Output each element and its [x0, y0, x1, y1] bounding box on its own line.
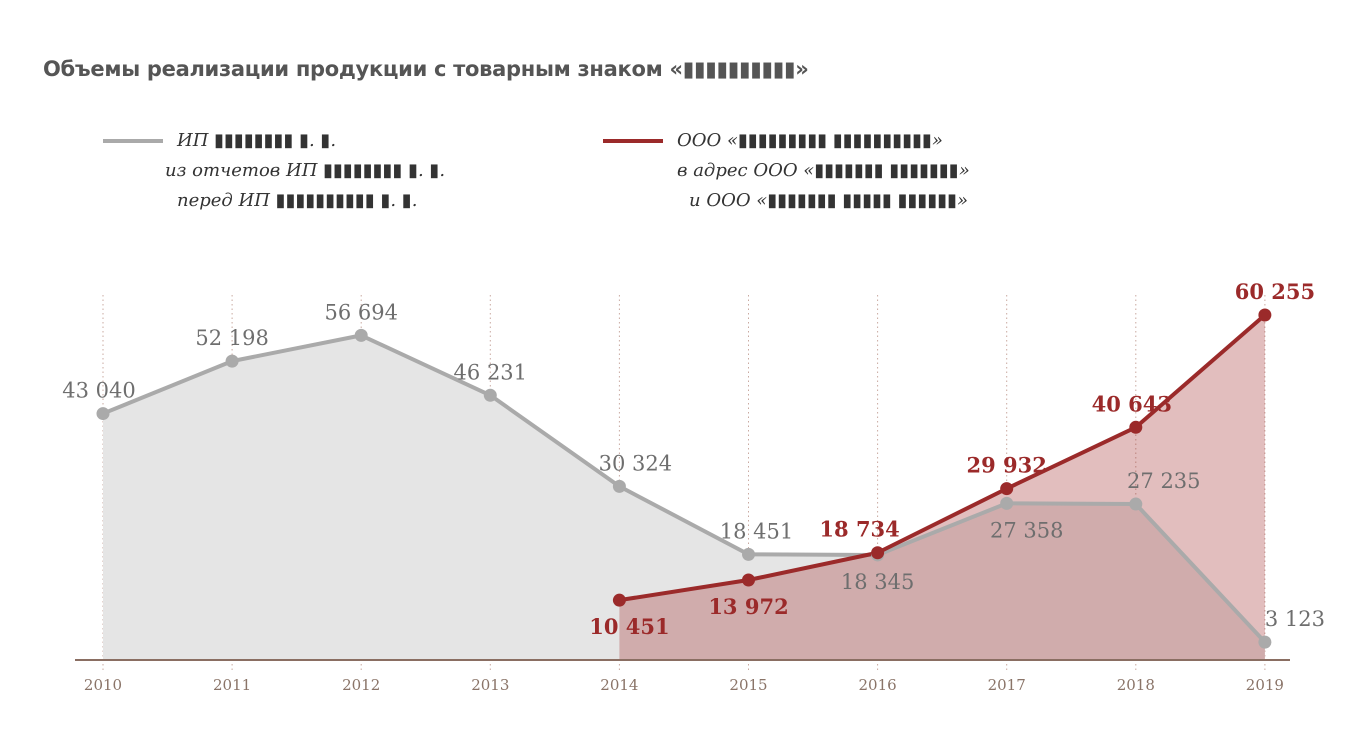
series-1-point-2018 [1129, 497, 1143, 511]
series-1-data-label: 18 345 [841, 570, 914, 594]
x-tick-label: 2014 [600, 676, 638, 694]
series-1-data-label: 52 198 [195, 326, 268, 350]
series-2-line [619, 313, 1267, 603]
legend-gray-line-1: ИП ▮▮▮▮▮▮▮▮ ▮. ▮. [177, 130, 337, 151]
x-tick-label: 2018 [1117, 676, 1155, 694]
series-2-data-label: 60 255 [1235, 279, 1315, 304]
series-1-point-2013 [483, 388, 497, 402]
series-1-data-label: 46 231 [454, 360, 527, 384]
series-1-data-label: 27 235 [1127, 469, 1200, 493]
legend-gray-line-3: перед ИП ▮▮▮▮▮▮▮▮▮▮ ▮. ▮. [177, 190, 418, 211]
legend-red-line-1: ООО «▮▮▮▮▮▮▮▮▮ ▮▮▮▮▮▮▮▮▮▮» [677, 130, 943, 151]
series-1-point-2017 [1000, 496, 1014, 510]
series-2-point-2015 [742, 573, 755, 587]
series-2-point-2018 [1129, 420, 1143, 434]
series-1-point-2010 [96, 407, 110, 421]
series-2-point-2019 [1258, 308, 1272, 322]
series-2-point-2016 [871, 546, 885, 560]
series-2-data-label: 10 451 [589, 614, 669, 639]
chart-title: Объемы реализации продукции с товарным з… [43, 57, 809, 81]
series-1-data-label: 27 358 [990, 518, 1063, 542]
legend-red-line-3: и ООО «▮▮▮▮▮▮▮ ▮▮▮▮▮ ▮▮▮▮▮▮» [689, 190, 969, 211]
series-2-data-label: 13 972 [708, 594, 788, 619]
legend-red-line-2: в адрес ООО «▮▮▮▮▮▮▮ ▮▮▮▮▮▮▮» [677, 160, 970, 181]
series-2-data-label: 18 734 [819, 517, 899, 542]
series-1-data-label: 56 694 [324, 300, 397, 324]
series-2-data-label: 29 932 [967, 453, 1047, 478]
series-1-point-2012 [354, 328, 368, 342]
series-1-data-label: 30 324 [599, 451, 672, 475]
legend-swatch-gray [103, 139, 163, 143]
x-tick-label: 2016 [859, 676, 897, 694]
series-1-data-label: 43 040 [62, 379, 135, 403]
series-1-point-2011 [225, 354, 239, 368]
x-tick-label: 2015 [729, 676, 767, 694]
series-2-point-2014 [612, 593, 626, 607]
x-tick-label: 2019 [1246, 676, 1284, 694]
area-series-1 [103, 335, 1265, 660]
x-tick-label: 2012 [342, 676, 380, 694]
x-tick-label: 2011 [213, 676, 251, 694]
x-tick-label: 2010 [84, 676, 122, 694]
series-2-data-label: 40 643 [1092, 391, 1172, 416]
legend-gray-line-2: из отчетов ИП ▮▮▮▮▮▮▮▮ ▮. ▮. [165, 160, 446, 181]
x-tick-label: 2013 [471, 676, 509, 694]
series-2-point-2017 [1000, 482, 1014, 496]
series-1-point-2019 [1258, 635, 1272, 649]
series-1-line [102, 333, 1267, 644]
legend-swatch-red [603, 139, 663, 143]
series-1-point-2014 [612, 479, 626, 493]
series-1-data-label: 18 451 [720, 519, 793, 543]
series-1-data-label: 3 123 [1265, 607, 1325, 631]
series-1-point-2015 [742, 547, 755, 561]
x-tick-label: 2017 [988, 676, 1026, 694]
